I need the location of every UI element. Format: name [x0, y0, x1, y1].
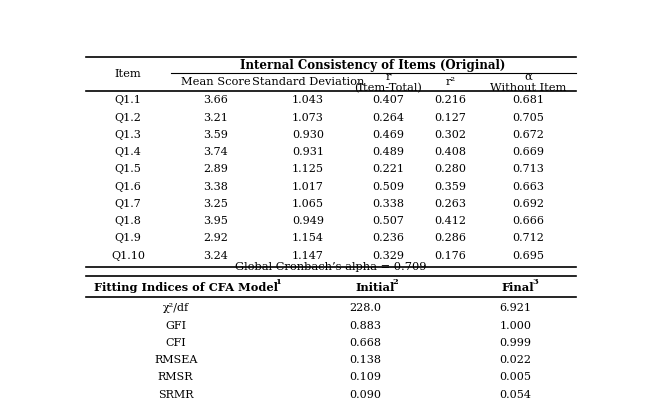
Text: 1.017: 1.017: [292, 182, 324, 192]
Text: 0.054: 0.054: [499, 390, 531, 400]
Text: 0.469: 0.469: [372, 130, 404, 140]
Text: 3.38: 3.38: [203, 182, 228, 192]
Text: 0.263: 0.263: [435, 199, 466, 209]
Text: 0.221: 0.221: [372, 164, 404, 174]
Text: 0.407: 0.407: [372, 95, 404, 105]
Text: 0.692: 0.692: [512, 199, 544, 209]
Text: Q1.5: Q1.5: [115, 164, 141, 174]
Text: RMSEA: RMSEA: [154, 355, 197, 365]
Text: 0.509: 0.509: [372, 182, 404, 192]
Text: 3: 3: [532, 278, 538, 286]
Text: 0.176: 0.176: [435, 250, 466, 260]
Text: 0.663: 0.663: [512, 182, 544, 192]
Text: 3.59: 3.59: [203, 130, 228, 140]
Text: 0.280: 0.280: [435, 164, 466, 174]
Text: RMSR: RMSR: [158, 372, 194, 382]
Text: SRMR: SRMR: [158, 390, 194, 400]
Text: Initial: Initial: [356, 282, 395, 293]
Text: 0.681: 0.681: [512, 95, 544, 105]
Text: 6.921: 6.921: [499, 303, 531, 313]
Text: 0.705: 0.705: [512, 113, 544, 123]
Text: Internal Consistency of Items (Original): Internal Consistency of Items (Original): [241, 59, 506, 72]
Text: 1: 1: [275, 278, 281, 286]
Text: 0.090: 0.090: [350, 390, 382, 400]
Text: 0.669: 0.669: [512, 147, 544, 157]
Text: 3.66: 3.66: [203, 95, 228, 105]
Text: 0.672: 0.672: [512, 130, 544, 140]
Text: 0.338: 0.338: [372, 199, 404, 209]
Text: Q1.6: Q1.6: [115, 182, 141, 192]
Text: 1.147: 1.147: [292, 250, 324, 260]
Text: 3.24: 3.24: [203, 250, 228, 260]
Text: Global Cronbach’s alpha = 0.709: Global Cronbach’s alpha = 0.709: [235, 262, 426, 272]
Text: 2.92: 2.92: [203, 233, 228, 243]
Text: 1.154: 1.154: [292, 233, 324, 243]
Text: 0.264: 0.264: [372, 113, 404, 123]
Text: α
Without Item: α Without Item: [490, 72, 566, 93]
Text: 0.302: 0.302: [435, 130, 466, 140]
Text: Q1.9: Q1.9: [115, 233, 141, 243]
Text: 0.489: 0.489: [372, 147, 404, 157]
Text: Q1.7: Q1.7: [115, 199, 141, 209]
Text: 0.713: 0.713: [512, 164, 544, 174]
Text: χ²/df: χ²/df: [163, 303, 189, 313]
Text: Fitting Indices of CFA Model: Fitting Indices of CFA Model: [94, 282, 277, 293]
Text: Q1.4: Q1.4: [115, 147, 141, 157]
Text: 0.712: 0.712: [512, 233, 544, 243]
Text: 1.065: 1.065: [292, 199, 324, 209]
Text: 0.949: 0.949: [292, 216, 324, 226]
Text: 0.695: 0.695: [512, 250, 544, 260]
Text: 228.0: 228.0: [350, 303, 382, 313]
Text: 0.138: 0.138: [350, 355, 382, 365]
Text: 0.668: 0.668: [350, 338, 382, 348]
Text: r
(Item-Total): r (Item-Total): [354, 72, 422, 94]
Text: 1.043: 1.043: [292, 95, 324, 105]
Text: 0.109: 0.109: [350, 372, 382, 382]
Text: GFI: GFI: [165, 321, 186, 331]
Text: 1.000: 1.000: [499, 321, 531, 331]
Text: Q1.8: Q1.8: [115, 216, 141, 226]
Text: Q1.10: Q1.10: [111, 250, 145, 260]
Text: 0.408: 0.408: [435, 147, 466, 157]
Text: 0.412: 0.412: [435, 216, 466, 226]
Text: 0.359: 0.359: [435, 182, 466, 192]
Text: Q1.2: Q1.2: [115, 113, 141, 123]
Text: 0.216: 0.216: [435, 95, 466, 105]
Text: Item: Item: [115, 69, 141, 79]
Text: 0.329: 0.329: [372, 250, 404, 260]
Text: 0.999: 0.999: [499, 338, 531, 348]
Text: CFI: CFI: [165, 338, 186, 348]
Text: 2.89: 2.89: [203, 164, 228, 174]
Text: Standard Deviation: Standard Deviation: [252, 78, 364, 88]
Text: Mean Score: Mean Score: [181, 78, 250, 88]
Text: 3.74: 3.74: [203, 147, 228, 157]
Text: 0.236: 0.236: [372, 233, 404, 243]
Text: 1.125: 1.125: [292, 164, 324, 174]
Text: Q1.3: Q1.3: [115, 130, 141, 140]
Text: 3.25: 3.25: [203, 199, 228, 209]
Text: 1.073: 1.073: [292, 113, 324, 123]
Text: 0.286: 0.286: [435, 233, 466, 243]
Text: Final: Final: [502, 282, 534, 293]
Text: 0.931: 0.931: [292, 147, 324, 157]
Text: 3.21: 3.21: [203, 113, 228, 123]
Text: 0.005: 0.005: [499, 372, 531, 382]
Text: 0.930: 0.930: [292, 130, 324, 140]
Text: Q1.1: Q1.1: [115, 95, 141, 105]
Text: 0.507: 0.507: [372, 216, 404, 226]
Text: r²: r²: [446, 78, 455, 88]
Text: 0.022: 0.022: [499, 355, 531, 365]
Text: 0.127: 0.127: [435, 113, 466, 123]
Text: 0.883: 0.883: [350, 321, 382, 331]
Text: 3.95: 3.95: [203, 216, 228, 226]
Text: 2: 2: [393, 278, 399, 286]
Text: 0.666: 0.666: [512, 216, 544, 226]
